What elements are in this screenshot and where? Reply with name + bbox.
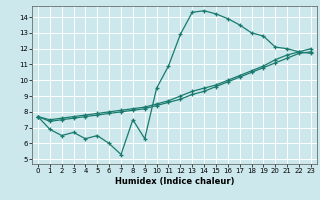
X-axis label: Humidex (Indice chaleur): Humidex (Indice chaleur) bbox=[115, 177, 234, 186]
